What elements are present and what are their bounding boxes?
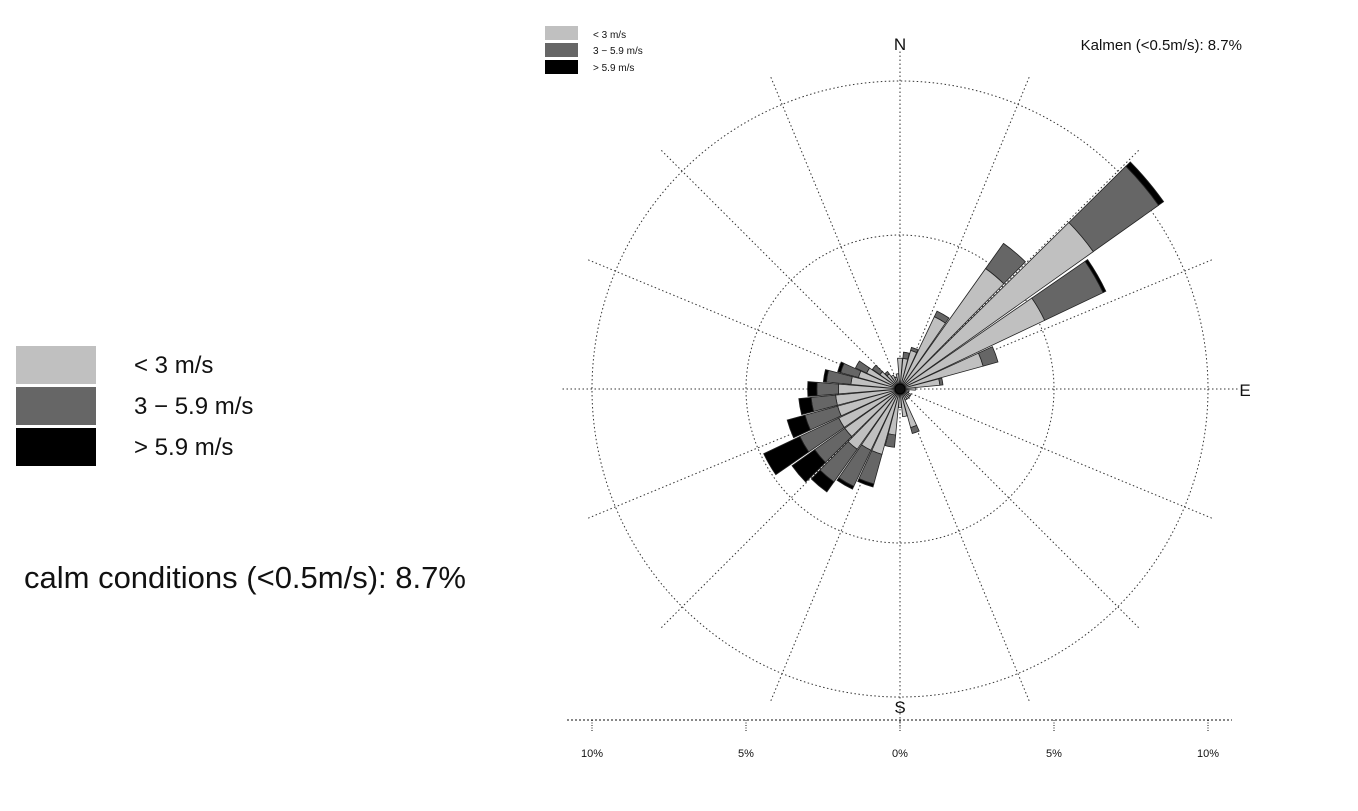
small-legend-swatch-high	[545, 60, 578, 74]
wind-sector-band	[1084, 259, 1107, 294]
wind-sector-band	[807, 381, 818, 397]
grid-spoke	[899, 75, 1031, 390]
scale-tick-label: 0%	[892, 748, 908, 760]
compass-south-label: S	[894, 698, 905, 717]
legend-label-high: > 5.9 m/s	[134, 434, 234, 461]
grid-spoke	[899, 388, 1140, 629]
wind-sector-band	[884, 370, 890, 377]
legend-item-low: < 3 m/s	[16, 346, 316, 386]
wind-sector-band	[899, 388, 908, 418]
grid-spoke	[899, 388, 1031, 703]
small-legend-swatch-low	[545, 26, 578, 40]
wind-sector-band	[899, 387, 916, 391]
sectors	[763, 161, 1165, 493]
center-hub	[894, 383, 906, 395]
wind-sector-band	[902, 351, 910, 360]
wind-sector-band	[938, 377, 944, 386]
small-legend-label-low: < 3 m/s	[593, 30, 626, 41]
wind-sector-band	[910, 424, 920, 435]
legend-swatch-high	[16, 428, 96, 466]
legend-swatch-mid	[16, 387, 96, 425]
wind-sector-band	[763, 436, 810, 476]
wind-sector-band	[810, 469, 835, 493]
legend-swatch-low	[16, 346, 96, 384]
wind-sector-band	[977, 346, 999, 367]
wind-sector-band	[822, 369, 829, 383]
wind-sector-band	[854, 360, 871, 374]
scale-tick-label: 5%	[738, 748, 754, 760]
grid-ring	[745, 234, 1055, 544]
scale-bar: 10% 5% 0% 5% 10%	[567, 719, 1232, 760]
wind-sector-band	[910, 346, 919, 354]
legend-label-low: < 3 m/s	[134, 352, 214, 379]
center	[894, 383, 906, 395]
compass-east-label: E	[1239, 381, 1250, 400]
wind-sector-band	[985, 242, 1026, 285]
grid-spoke	[899, 388, 1214, 520]
grid-spoke	[769, 75, 901, 390]
wind-sector-band	[884, 433, 897, 448]
wind-sector-band	[786, 414, 811, 439]
wind-sector-band	[1125, 161, 1165, 206]
compass-north-label: N	[894, 35, 906, 54]
small-legend: < 3 m/s 3 − 5.9 m/s > 5.9 m/s	[545, 26, 643, 74]
wind-sector-band	[871, 364, 884, 376]
wind-sector-band	[857, 478, 875, 488]
legend-label-mid: 3 − 5.9 m/s	[134, 393, 254, 420]
legend-item-mid: 3 − 5.9 m/s	[16, 387, 316, 427]
small-legend-swatch-mid	[545, 43, 578, 57]
wind-sector-band	[798, 396, 815, 416]
grid-spoke	[660, 149, 901, 390]
scale-tick-label: 5%	[1046, 748, 1062, 760]
scale-tick-label: 10%	[581, 748, 603, 760]
wind-sector-band	[837, 361, 845, 374]
calm-conditions-note: calm conditions (<0.5m/s): 8.7%	[24, 560, 466, 595]
scale-tick-label: 10%	[1197, 748, 1219, 760]
wind-sector-band	[816, 381, 840, 397]
wind-sector-band	[897, 357, 903, 390]
wind-sector-band	[836, 477, 855, 490]
small-legend-label-mid: 3 − 5.9 m/s	[593, 46, 643, 57]
wind-sector-band	[791, 449, 827, 483]
legend-item-high: > 5.9 m/s	[16, 428, 316, 468]
wind-sector-band	[933, 310, 950, 324]
small-legend-label-high: > 5.9 m/s	[593, 63, 634, 74]
calm-note-german: Kalmen (<0.5m/s): 8.7%	[1081, 37, 1242, 54]
